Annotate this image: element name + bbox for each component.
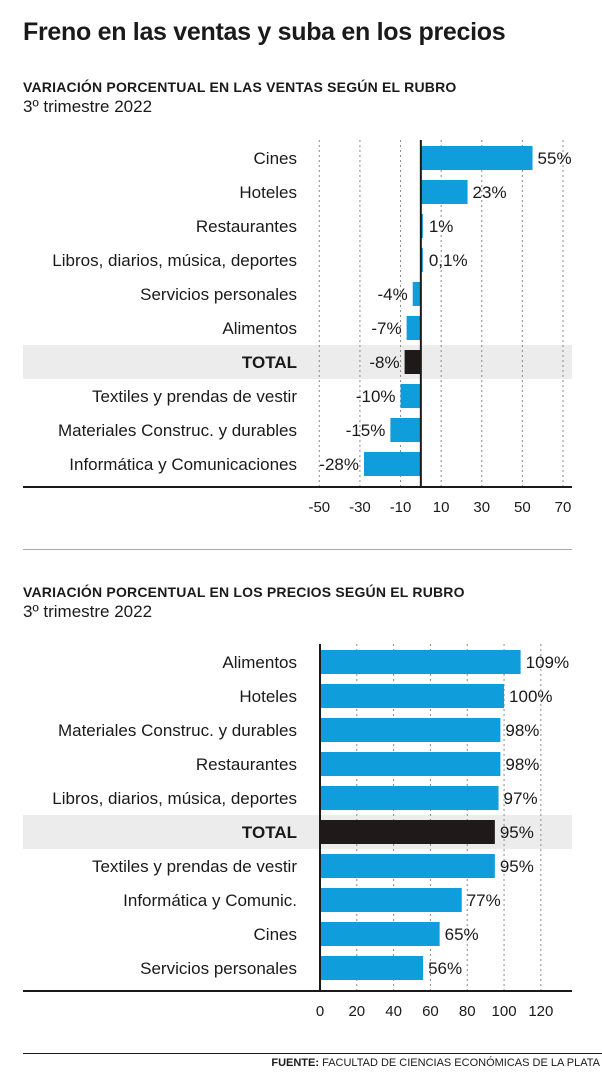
value-label: 95% [500,857,534,876]
prices-bar-chart: Alimentos 109% Hoteles 100% Materiales Const… [23,644,572,1020]
value-label: 100% [509,687,552,706]
bar [420,146,533,170]
bar [320,956,424,980]
value-label: 23% [473,183,507,202]
category-label: Textiles y prendas de vestir [92,857,297,876]
bar [412,282,421,306]
category-label: Informática y Comunic. [123,891,297,910]
bar [404,350,421,374]
value-label: -28% [319,455,359,474]
value-label: 65% [445,925,479,944]
sales-chart-period: 3º trimestre 2022 [23,97,153,116]
source-label: FUENTE: [271,1057,320,1069]
value-label: 0,1% [429,251,468,270]
x-tick-label: 70 [555,499,572,516]
value-label: -8% [369,353,399,372]
category-label: Hoteles [239,183,297,202]
section-divider [23,549,572,550]
bar [406,316,421,340]
x-tick-label: -10 [390,499,412,516]
source-note: FUENTE: FACULTAD DE CIENCIAS ECONÓMICAS … [271,1057,600,1069]
category-label: Materiales Construc. y durables [58,721,297,740]
category-label: Informática y Comunicaciones [69,455,297,474]
x-tick-label: 10 [433,499,450,516]
bar [320,786,499,810]
sales-bar-chart: Cines 55% Hoteles 23% Restaurantes 1% Libros, … [23,140,572,516]
bar [420,214,423,238]
bar [320,922,440,946]
x-tick-label: 120 [528,1003,553,1020]
x-tick-label: -50 [308,499,330,516]
category-label: Cines [254,149,297,168]
value-label: 98% [505,755,539,774]
bar [320,820,495,844]
source-rule [23,1053,602,1054]
chart-title: Freno en las ventas y suba en los precio… [23,18,506,46]
category-label: Textiles y prendas de vestir [92,387,297,406]
value-label: 56% [428,959,462,978]
sales-chart-subtitle: VARIACIÓN PORCENTUAL EN LAS VENTAS SEGÚN… [23,79,457,95]
category-label: Libros, diarios, música, deportes [52,251,297,270]
category-label: Restaurantes [196,755,297,774]
category-label: TOTAL [242,353,297,372]
category-label: TOTAL [242,823,297,842]
category-label: Alimentos [222,319,297,338]
prices-chart-period: 3º trimestre 2022 [23,602,153,621]
bar [320,888,462,912]
value-label: -4% [377,285,407,304]
value-label: 95% [500,823,534,842]
value-label: -15% [346,421,386,440]
x-tick-label: 80 [459,1003,476,1020]
value-label: -7% [371,319,401,338]
value-label: 98% [505,721,539,740]
bar [320,718,501,742]
x-tick-label: 50 [514,499,531,516]
value-label: 55% [538,149,572,168]
category-label: Servicios personales [140,285,297,304]
category-label: Hoteles [239,687,297,706]
bar [320,650,521,674]
value-label: 97% [504,789,538,808]
value-label: 77% [467,891,501,910]
x-tick-label: -30 [349,499,371,516]
category-label: Cines [254,925,297,944]
category-label: Libros, diarios, música, deportes [52,789,297,808]
bar [363,452,421,476]
x-tick-label: 0 [316,1003,324,1020]
bar [320,684,505,708]
x-tick-label: 100 [492,1003,517,1020]
category-label: Restaurantes [196,217,297,236]
bar [420,180,468,204]
value-label: -10% [356,387,396,406]
prices-chart-subtitle: VARIACIÓN PORCENTUAL EN LOS PRECIOS SEGÚ… [23,584,465,600]
bar [320,752,501,776]
bar [320,854,495,878]
category-label: Alimentos [222,653,297,672]
category-label: Servicios personales [140,959,297,978]
total-highlight-band [23,345,572,379]
x-tick-label: 60 [422,1003,439,1020]
x-tick-label: 30 [473,499,490,516]
value-label: 1% [429,217,454,236]
value-label: 109% [526,653,569,672]
x-tick-label: 20 [348,1003,365,1020]
bar [400,384,421,408]
x-tick-label: 40 [385,1003,402,1020]
bar [390,418,421,442]
source-text: FACULTAD DE CIENCIAS ECONÓMICAS DE LA PL… [322,1057,600,1069]
category-label: Materiales Construc. y durables [58,421,297,440]
